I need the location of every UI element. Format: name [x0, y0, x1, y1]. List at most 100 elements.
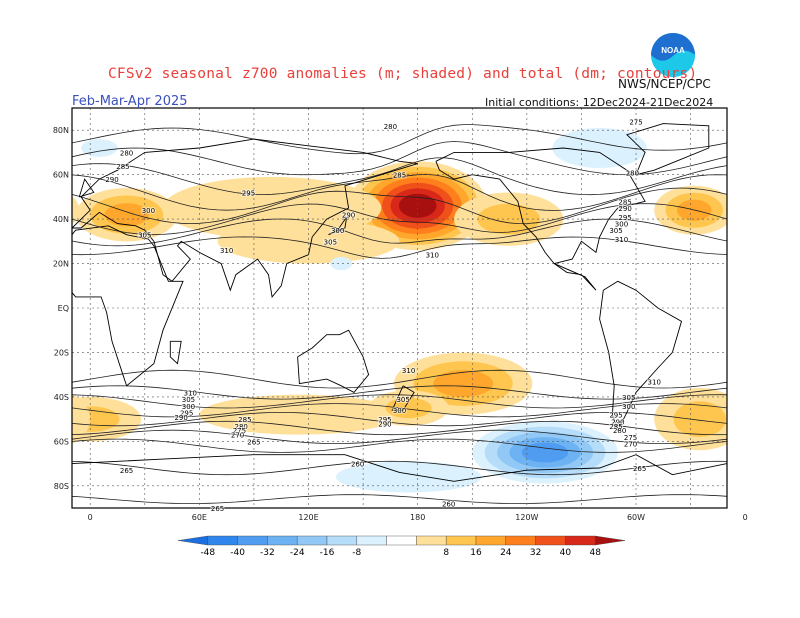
figure-title: CFSv2 seasonal z700 anomalies (m; shaded… [108, 66, 698, 82]
anomaly-band [199, 394, 400, 435]
contour-line [72, 460, 727, 476]
contour-line [72, 203, 727, 236]
colorbar-label: -32 [260, 548, 275, 558]
colorbar-swatch [267, 535, 298, 546]
latitude-tick-label: EQ [58, 304, 69, 313]
anomaly-band [72, 394, 91, 444]
continent-outline [328, 216, 348, 236]
contour-label: 290 [611, 418, 624, 426]
longitude-tick-label: 0 [88, 513, 93, 522]
contour-label: 300 [142, 207, 155, 215]
colorbar-label: 32 [530, 548, 541, 558]
agency-label: NWS/NCEP/CPC [618, 77, 711, 91]
contour-line [72, 411, 727, 427]
height-contours [72, 124, 727, 505]
contour-label: 295 [180, 409, 193, 417]
contour-label: 285 [238, 416, 251, 424]
colorbar-swatch [535, 535, 566, 546]
contour-label: 285 [609, 423, 622, 431]
latitude-tick-label: 40S [54, 393, 69, 402]
contour-label: 310 [402, 367, 415, 375]
colorbar-label: -48 [200, 548, 215, 558]
anomaly-band [736, 139, 772, 157]
colorbar-label: 40 [560, 548, 572, 558]
anomaly-band [398, 193, 437, 218]
contour-label: 290 [618, 205, 631, 213]
contour-label: 305 [324, 238, 337, 246]
negative-anomaly-center [335, 461, 482, 493]
contour-label: 280 [235, 423, 248, 431]
continent-outline [626, 123, 710, 176]
noaa-logo-text: NOAA [661, 46, 685, 55]
positive-anomaly-center [217, 219, 400, 264]
contour-line [72, 157, 727, 196]
contour-label: 290 [342, 212, 355, 220]
contour-label: 295 [242, 189, 255, 197]
colorbar-label: 48 [589, 548, 601, 558]
contour-label: 275 [233, 427, 246, 435]
colorbar-swatch [505, 535, 536, 546]
contour-label: 300 [331, 227, 344, 235]
contour-label: 305 [609, 227, 622, 235]
latitude-tick-label: 20S [54, 348, 69, 357]
anomaly-band [433, 370, 494, 398]
latitude-tick-label: 20N [53, 260, 69, 269]
colorbar-swatch [297, 535, 328, 546]
contour-label: 285 [116, 163, 129, 171]
contour-label: 265 [247, 438, 260, 446]
continent-outline [72, 225, 184, 387]
anomaly-band [72, 196, 80, 225]
contour-label: 270 [624, 441, 637, 449]
contour-line [72, 403, 727, 418]
contour-line [72, 494, 727, 505]
colorbar-label: 8 [443, 548, 449, 558]
colorbar-swatch [565, 535, 596, 546]
positive-anomaly-center [368, 390, 449, 426]
contour-label: 260 [442, 501, 455, 509]
colorbar-label: -16 [320, 548, 335, 558]
positive-anomaly-center [199, 394, 400, 435]
map-frame [71, 107, 728, 509]
colorbar-swatch [416, 535, 447, 546]
contour-label: 265 [633, 465, 646, 473]
contour-label: 295 [378, 416, 391, 424]
contour-label: 290 [105, 176, 118, 184]
contour-line [72, 420, 727, 436]
contour-label: 280 [384, 123, 397, 131]
longitude-tick-label: 60W [627, 513, 645, 522]
longitude-tick-label: 120W [515, 513, 538, 522]
contour-label: 280 [120, 149, 133, 157]
longitude-tick-label: 60E [192, 513, 207, 522]
initial-conditions: Initial conditions: 12Dec2024-21Dec2024 [485, 96, 714, 109]
anomaly-band [760, 203, 800, 226]
colorbar-swatch [177, 535, 208, 546]
anomaly-band [22, 200, 57, 221]
continent-outline [72, 454, 727, 482]
contour-label: 285 [618, 198, 631, 206]
anomaly-band [731, 188, 800, 241]
contour-label: 285 [393, 172, 406, 180]
longitude-tick-label: 120E [298, 513, 318, 522]
contour-label: 310 [615, 236, 628, 244]
graticule [72, 108, 727, 508]
contour-label: 290 [174, 414, 187, 422]
colorbar-swatch [595, 535, 626, 546]
colorbar-swatch [356, 535, 387, 546]
continent-outline [297, 329, 370, 393]
colorbar-swatch [446, 535, 477, 546]
contour-label: 275 [624, 434, 637, 442]
forecast-period: Feb-Mar-Apr 2025 [72, 94, 188, 109]
colorbar-swatch [326, 535, 357, 546]
negative-anomaly-center [330, 256, 353, 271]
contour-line [72, 124, 727, 155]
negative-anomaly-center [472, 421, 618, 484]
negative-anomaly-center [81, 139, 772, 157]
anomaly-band [330, 256, 353, 271]
continent-outline [599, 280, 683, 432]
contour-label: 300 [622, 403, 635, 411]
contour-label: 280 [626, 169, 639, 177]
contour-label: 290 [378, 421, 391, 429]
coastlines [72, 123, 727, 482]
contour-label: 305 [622, 394, 635, 402]
